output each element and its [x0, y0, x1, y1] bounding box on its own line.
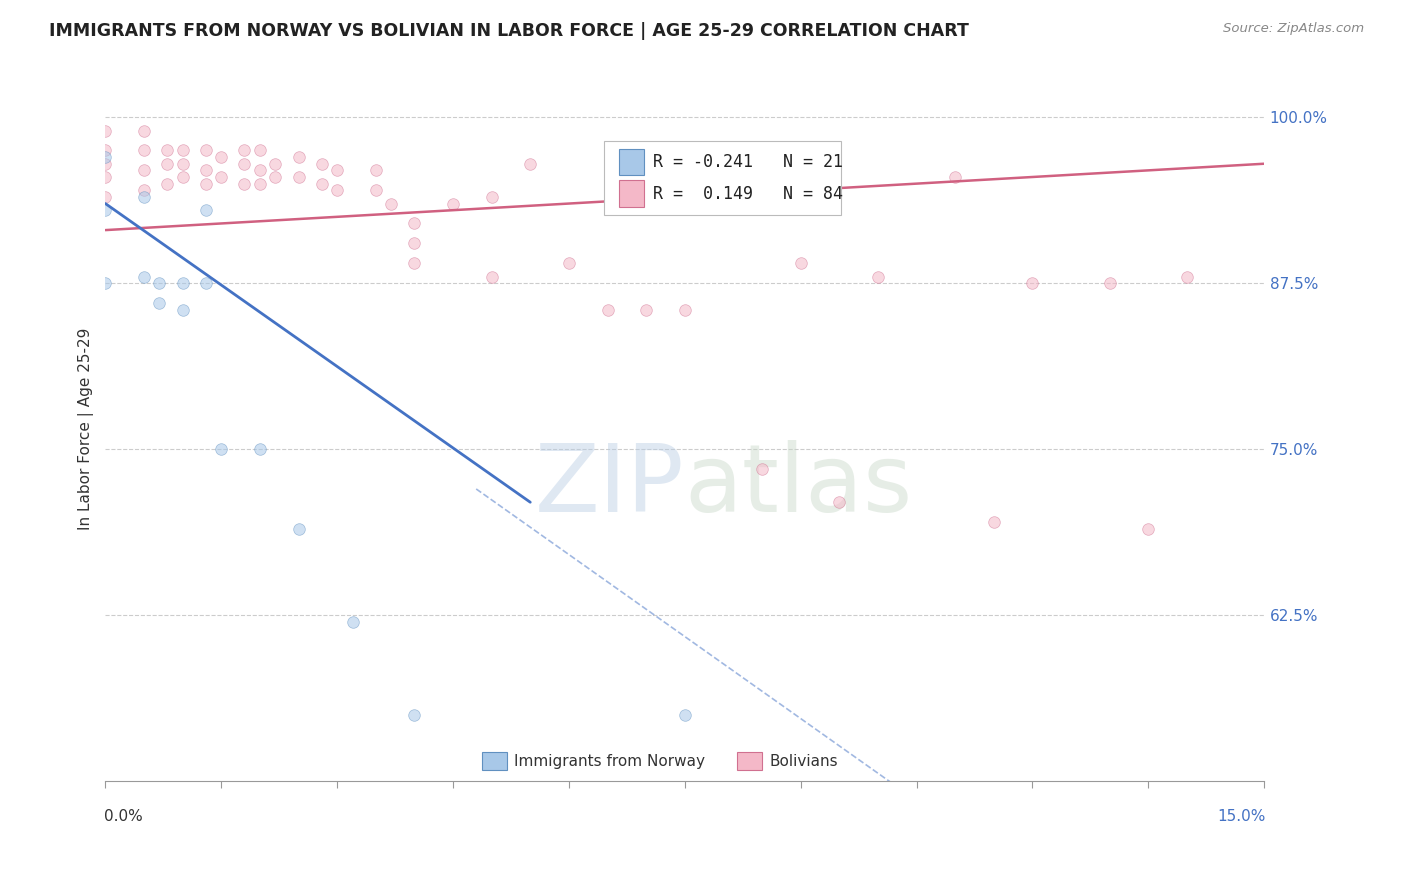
FancyBboxPatch shape	[619, 180, 644, 207]
Point	[287, 522, 309, 536]
Point	[364, 163, 387, 178]
FancyBboxPatch shape	[737, 752, 762, 771]
Text: 15.0%: 15.0%	[1218, 809, 1265, 824]
Point	[132, 183, 155, 197]
Point	[249, 177, 271, 191]
Text: atlas: atlas	[685, 440, 912, 532]
Point	[156, 144, 179, 158]
Point	[1021, 276, 1043, 290]
Point	[713, 144, 735, 158]
Point	[94, 123, 117, 137]
Point	[287, 150, 309, 164]
Text: Source: ZipAtlas.com: Source: ZipAtlas.com	[1223, 22, 1364, 36]
Point	[326, 183, 349, 197]
Point	[233, 144, 256, 158]
Point	[132, 269, 155, 284]
Point	[558, 256, 581, 270]
Point	[264, 157, 287, 171]
Point	[828, 495, 851, 509]
Point	[172, 169, 194, 184]
Text: IMMIGRANTS FROM NORWAY VS BOLIVIAN IN LABOR FORCE | AGE 25-29 CORRELATION CHART: IMMIGRANTS FROM NORWAY VS BOLIVIAN IN LA…	[49, 22, 969, 40]
Point	[94, 276, 117, 290]
Text: Bolivians: Bolivians	[769, 754, 838, 769]
Point	[132, 144, 155, 158]
Point	[94, 190, 117, 204]
Point	[132, 190, 155, 204]
Point	[441, 196, 464, 211]
Point	[209, 150, 232, 164]
Point	[636, 302, 658, 317]
Point	[194, 144, 217, 158]
Point	[94, 150, 117, 164]
Point	[404, 217, 426, 231]
Point	[1098, 276, 1121, 290]
Point	[983, 515, 1005, 529]
Point	[233, 157, 256, 171]
Text: ZIP: ZIP	[536, 440, 685, 532]
Point	[172, 276, 194, 290]
Point	[249, 144, 271, 158]
Text: 0.0%: 0.0%	[104, 809, 143, 824]
FancyBboxPatch shape	[603, 141, 841, 215]
Point	[404, 707, 426, 722]
Point	[481, 190, 503, 204]
Point	[596, 302, 619, 317]
Point	[172, 157, 194, 171]
Point	[943, 169, 966, 184]
Point	[148, 276, 170, 290]
Point	[751, 462, 773, 476]
Point	[172, 302, 194, 317]
Point	[194, 276, 217, 290]
Point	[342, 615, 364, 629]
Point	[249, 163, 271, 178]
Point	[94, 169, 117, 184]
Point	[404, 236, 426, 251]
Text: R =  0.149   N = 84: R = 0.149 N = 84	[654, 185, 844, 202]
Point	[326, 163, 349, 178]
Point	[132, 123, 155, 137]
Y-axis label: In Labor Force | Age 25-29: In Labor Force | Age 25-29	[79, 328, 94, 531]
Point	[94, 144, 117, 158]
Point	[194, 177, 217, 191]
Point	[249, 442, 271, 457]
Point	[148, 296, 170, 310]
FancyBboxPatch shape	[619, 148, 644, 175]
Point	[673, 302, 696, 317]
Text: R = -0.241   N = 21: R = -0.241 N = 21	[654, 153, 844, 171]
Point	[1175, 269, 1198, 284]
Point	[264, 169, 287, 184]
Point	[1137, 522, 1160, 536]
Point	[94, 203, 117, 218]
Point	[194, 203, 217, 218]
Point	[209, 442, 232, 457]
Point	[287, 169, 309, 184]
Point	[404, 256, 426, 270]
FancyBboxPatch shape	[482, 752, 508, 771]
Point	[380, 196, 402, 211]
Text: Immigrants from Norway: Immigrants from Norway	[515, 754, 706, 769]
Point	[94, 157, 117, 171]
Point	[132, 163, 155, 178]
Point	[789, 256, 811, 270]
Point	[172, 144, 194, 158]
Point	[364, 183, 387, 197]
Point	[233, 177, 256, 191]
Point	[194, 163, 217, 178]
Point	[209, 169, 232, 184]
Point	[673, 707, 696, 722]
Point	[519, 157, 541, 171]
Point	[156, 177, 179, 191]
Point	[311, 177, 333, 191]
Point	[481, 269, 503, 284]
Point	[156, 157, 179, 171]
Point	[866, 269, 889, 284]
Point	[311, 157, 333, 171]
